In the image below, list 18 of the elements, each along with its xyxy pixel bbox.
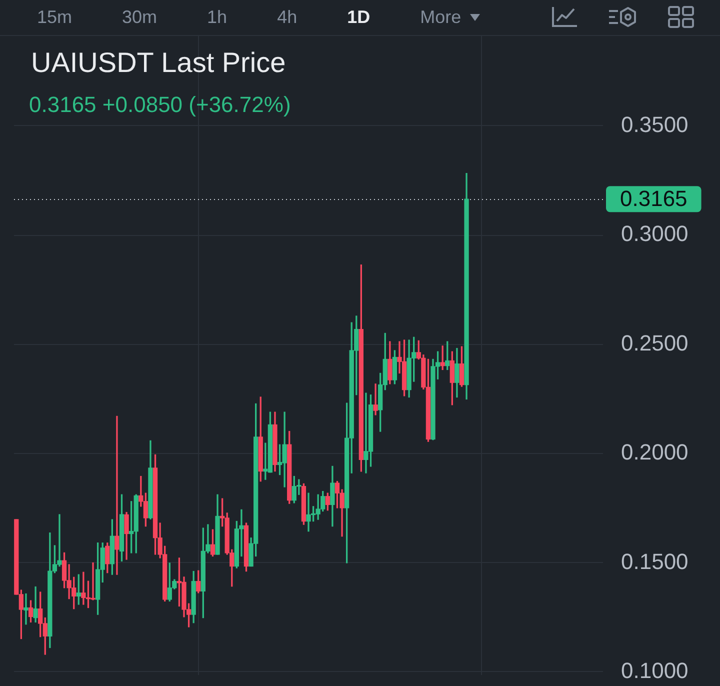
y-tick-label: 0.2000 [621,440,688,465]
text: 0.3165 +0.0850 (+36.72%) [29,92,291,117]
text: 4h [277,7,298,27]
text: 1D [347,7,370,27]
ref-line-label: 0.3165 [620,186,688,212]
text: 15m [37,7,72,27]
candlestick [373,384,378,416]
text: More [420,7,462,27]
candlestick [114,416,120,575]
y-tick-label: 0.3500 [621,112,688,138]
candlestick [24,593,28,625]
y-tick-label: 0.1000 [621,658,688,684]
y-tick-label: 0.2500 [621,330,688,356]
y-tick-label: 0.1500 [621,548,688,574]
y-tick-label: 0.3000 [621,221,688,246]
text: 30m [122,7,158,27]
chart-title: UAIUSDT Last Price [31,47,286,79]
text: 1h [207,7,228,27]
